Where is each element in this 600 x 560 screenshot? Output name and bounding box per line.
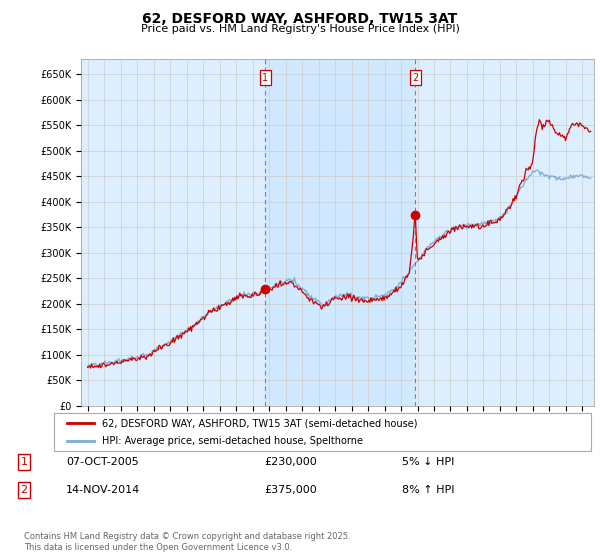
Text: 2: 2	[412, 73, 418, 83]
Text: 62, DESFORD WAY, ASHFORD, TW15 3AT: 62, DESFORD WAY, ASHFORD, TW15 3AT	[142, 12, 458, 26]
Text: 2: 2	[20, 485, 28, 495]
Text: 1: 1	[262, 73, 268, 83]
Text: Contains HM Land Registry data © Crown copyright and database right 2025.
This d: Contains HM Land Registry data © Crown c…	[24, 532, 350, 552]
Text: Price paid vs. HM Land Registry's House Price Index (HPI): Price paid vs. HM Land Registry's House …	[140, 24, 460, 34]
Text: HPI: Average price, semi-detached house, Spelthorne: HPI: Average price, semi-detached house,…	[103, 436, 364, 446]
Text: 62, DESFORD WAY, ASHFORD, TW15 3AT (semi-detached house): 62, DESFORD WAY, ASHFORD, TW15 3AT (semi…	[103, 418, 418, 428]
Text: 8% ↑ HPI: 8% ↑ HPI	[402, 485, 455, 495]
Text: 5% ↓ HPI: 5% ↓ HPI	[402, 457, 454, 467]
Text: £375,000: £375,000	[264, 485, 317, 495]
Bar	[265, 59, 415, 406]
Text: 14-NOV-2014: 14-NOV-2014	[66, 485, 140, 495]
Text: £230,000: £230,000	[264, 457, 317, 467]
Text: 1: 1	[20, 457, 28, 467]
Text: 07-OCT-2005: 07-OCT-2005	[66, 457, 139, 467]
